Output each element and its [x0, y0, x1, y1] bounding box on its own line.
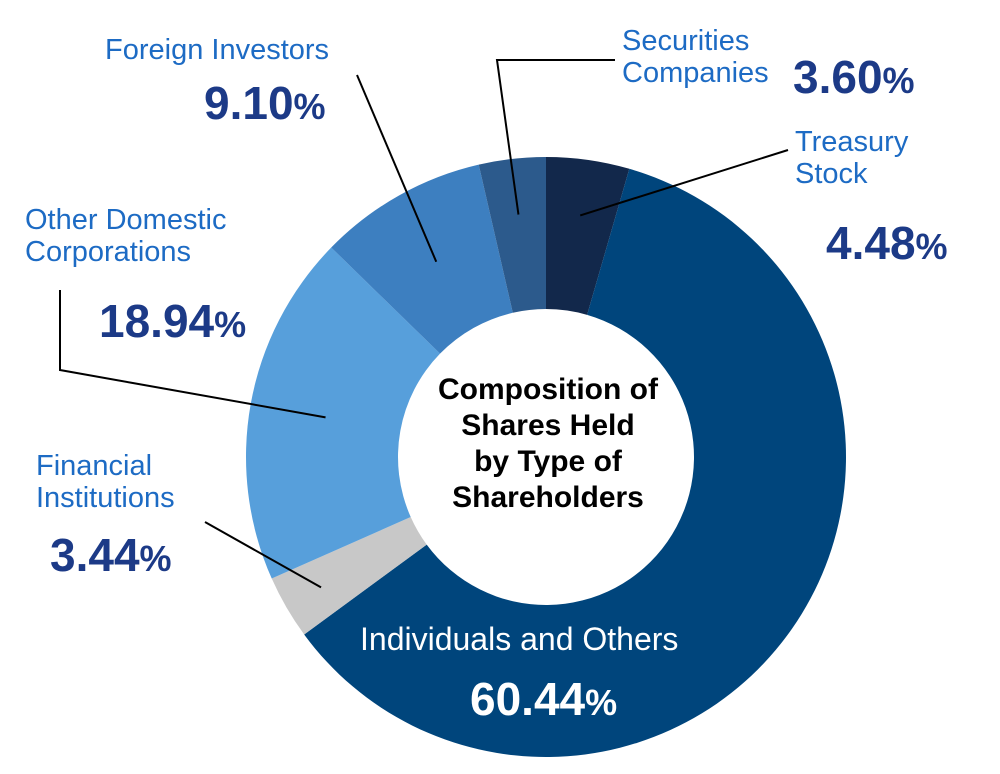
slice-value-other-domestic-corporations: 18.94%: [99, 295, 247, 348]
slice-label-securities-companies: Securities Companies: [622, 25, 769, 90]
value-unit: %: [882, 60, 915, 101]
value-number: 9.10: [204, 77, 294, 129]
slice-treasury: [546, 157, 630, 315]
value-unit: %: [293, 86, 326, 127]
value-unit: %: [139, 538, 172, 579]
label-line: Treasury: [795, 126, 909, 158]
value-unit: %: [915, 226, 948, 267]
chart-title-line: Composition of: [438, 373, 658, 406]
slice-individuals: [304, 168, 846, 757]
label-line: Corporations: [25, 236, 192, 269]
value-unit: %: [585, 682, 618, 723]
chart-title-line: Shareholders: [452, 481, 644, 514]
slice-securities: [478, 157, 546, 313]
slice-label-other-domestic-corporations: Other Domestic Corporations: [25, 204, 226, 269]
label-line: Companies: [622, 57, 769, 90]
chart-title: Composition of Shares Held by Type of Sh…: [398, 372, 698, 516]
slice-value-foreign-investors: 9.10%: [204, 77, 326, 130]
chart-title-line: by Type of: [474, 445, 622, 478]
value-number: 60.44: [470, 673, 586, 725]
slice-label-foreign-investors: Foreign Investors: [105, 34, 330, 66]
slice-value-individuals-and-others: 60.44%: [470, 673, 618, 726]
slice-label-individuals-and-others: Individuals and Others: [360, 621, 679, 657]
slice-value-financial-institutions: 3.44%: [50, 529, 172, 582]
chart-title-line: Shares Held: [461, 409, 635, 442]
leader-line-foreign-investors: [356, 74, 438, 263]
label-line: Securities: [622, 25, 750, 57]
value-number: 4.48: [826, 217, 916, 269]
slice-foreign: [331, 164, 513, 354]
slice-label-treasury-stock: Treasury Stock: [795, 126, 908, 191]
label-line: Stock: [795, 158, 868, 191]
label-line: Financial: [36, 450, 153, 482]
slice-domestic: [246, 247, 441, 579]
value-unit: %: [214, 304, 247, 345]
slice-label-financial-institutions: Financial Institutions: [36, 450, 175, 515]
leader-line-treasury-stock: [579, 149, 789, 217]
leader-line-securities-companies: [495, 59, 615, 215]
label-line: Institutions: [36, 482, 175, 515]
value-number: 3.44: [50, 529, 140, 581]
slice-value-treasury-stock: 4.48%: [826, 217, 948, 270]
value-number: 18.94: [99, 295, 215, 347]
leader-line-other-domestic-corporations: [59, 290, 326, 419]
label-line: Other Domestic: [25, 204, 227, 236]
slice-financial: [271, 516, 427, 635]
leader-line-financial-institutions: [204, 521, 322, 589]
value-number: 3.60: [793, 51, 883, 103]
slice-value-securities-companies: 3.60%: [793, 51, 915, 104]
